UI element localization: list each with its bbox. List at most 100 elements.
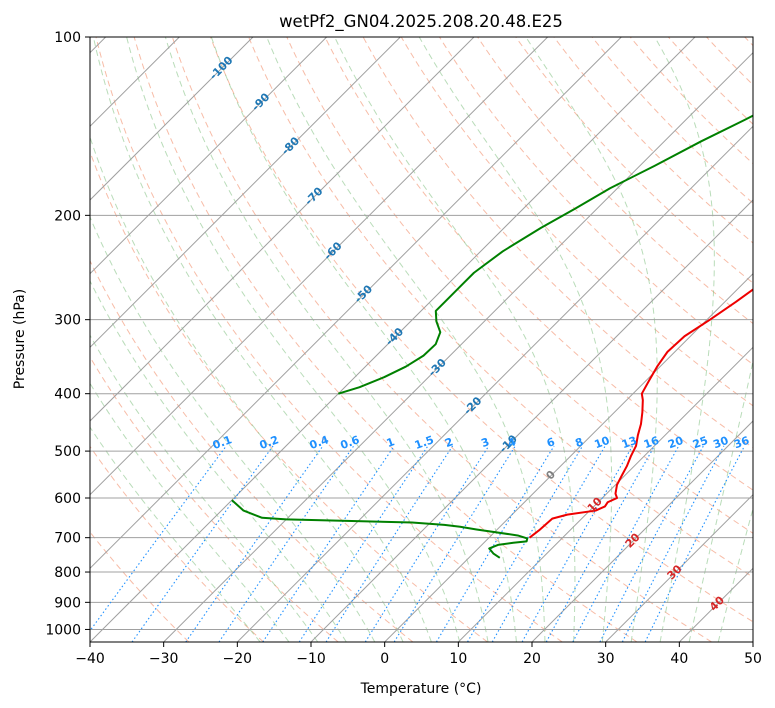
dry-adiabat <box>90 259 414 642</box>
moist-adiabat <box>90 215 376 642</box>
mixing-ratio-label: 10 <box>593 434 612 452</box>
dry-adiabat <box>629 37 753 165</box>
mixing-ratio-label: 30 <box>711 434 730 452</box>
mixing-ratio-line <box>393 445 516 642</box>
isotherm-line <box>90 37 696 642</box>
y-tick-label: 600 <box>54 491 81 507</box>
x-tick-label: −20 <box>223 651 253 667</box>
mixing-ratio-line <box>131 445 274 642</box>
mixing-ratio-line <box>644 445 746 642</box>
moist-adiabat <box>654 37 715 642</box>
moist-adiabat <box>90 426 261 642</box>
isotherm-line <box>531 420 753 642</box>
mixing-ratio-line <box>621 445 725 642</box>
dewpoint-profile-lower <box>231 499 529 559</box>
mixing-ratio-line <box>218 445 355 642</box>
mixing-ratio-line <box>298 445 429 642</box>
mixing-ratio-line <box>262 445 395 642</box>
dry-adiabat <box>95 37 563 642</box>
dry-adiabat <box>477 37 753 325</box>
dewpoint-profile-upper <box>338 114 753 395</box>
moist-adiabat <box>90 334 319 642</box>
mixing-ratio-label: 1 <box>385 435 397 450</box>
y-tick-label: 900 <box>54 595 81 611</box>
mixing-ratio-label: 36 <box>732 434 751 452</box>
mixing-ratio-label: 0.6 <box>339 433 362 452</box>
isotherm-line <box>90 37 475 422</box>
mixing-ratio-line <box>521 445 633 642</box>
isotherm-line <box>163 51 753 642</box>
x-tick-label: 50 <box>744 651 762 667</box>
y-tick-label: 500 <box>54 444 81 460</box>
y-tick-label: 1000 <box>45 622 81 638</box>
chart-title: wetPf2_GN04.2025.208.20.48.E25 <box>279 12 563 32</box>
isotherm-line <box>605 493 753 642</box>
isotherm-line <box>90 37 328 275</box>
mixing-ratio-label: 0.1 <box>211 433 234 452</box>
isotherm-line <box>90 37 622 570</box>
isotherm-line <box>310 199 753 642</box>
mixing-ratio-label: 16 <box>642 434 661 452</box>
dry-adiabat <box>400 37 753 407</box>
x-tick-label: 10 <box>449 651 467 667</box>
temperature-profile <box>528 288 753 539</box>
x-axis: −40 −30 −20 −10 0 10 20 30 40 50 <box>75 642 762 667</box>
mixing-ratio-line <box>435 445 555 642</box>
moist-adiabat <box>126 37 461 642</box>
y-tick-label: 100 <box>54 30 81 46</box>
y-tick-label: 400 <box>54 387 81 403</box>
moist-adiabat <box>334 37 576 642</box>
dry-adiabat <box>515 37 753 284</box>
mixing-ratio-label: 4 <box>506 435 518 450</box>
mixing-ratio-line <box>467 445 584 642</box>
x-tick-label: −40 <box>75 651 105 667</box>
moist-adiabat <box>717 506 753 642</box>
y-tick-label: 200 <box>54 208 81 224</box>
y-tick-label: 700 <box>54 531 81 547</box>
dry-adiabat <box>90 445 264 642</box>
isotherm-line <box>457 346 753 642</box>
moist-adiabat <box>266 37 546 642</box>
x-tick-label: 20 <box>523 651 541 667</box>
mixing-ratio-label: 25 <box>691 434 710 451</box>
moist-adiabat <box>164 37 489 642</box>
dry-adiabat <box>324 37 753 491</box>
moist-adiabat <box>525 37 658 642</box>
x-tick-label: −30 <box>149 651 179 667</box>
mixing-ratio-label: 3 <box>479 435 491 450</box>
y-tick-label: 300 <box>54 313 81 329</box>
isotherm-line <box>384 272 753 642</box>
isotherm-line <box>90 37 549 496</box>
isotherm-line <box>236 125 753 642</box>
mixing-ratio-line <box>185 445 324 642</box>
mixing-ratio-line <box>325 445 454 642</box>
x-axis-label: Temperature (°C) <box>360 681 482 697</box>
isotherm-line <box>90 37 401 349</box>
moist-adiabat <box>90 135 404 642</box>
moist-adiabat <box>210 37 517 642</box>
moist-adiabat <box>92 37 432 642</box>
dry-adiabat <box>133 37 638 642</box>
dry-adiabat <box>248 37 753 578</box>
dry-adiabat <box>171 37 712 642</box>
x-tick-label: 30 <box>597 651 615 667</box>
x-tick-label: −10 <box>296 651 326 667</box>
mixing-ratio-label: 2 <box>443 435 455 450</box>
y-axis: 100 200 300 400 500 600 700 800 900 1000 <box>45 30 90 638</box>
isotherm-line <box>90 37 254 201</box>
mixing-ratio-label: 0.2 <box>258 433 281 452</box>
dry-adiabat <box>210 37 753 623</box>
mixing-ratio-line <box>364 445 490 642</box>
plot-data <box>231 114 753 559</box>
mixing-ratio-line <box>545 445 656 642</box>
moist-adiabat <box>418 37 613 642</box>
mixing-ratio-label: 13 <box>620 434 639 451</box>
moist-adiabat <box>90 382 290 642</box>
mixing-ratio-label: 1.5 <box>413 433 436 452</box>
x-tick-label: 0 <box>380 651 389 667</box>
y-axis-label: Pressure (hPa) <box>12 289 28 389</box>
plot-frame <box>89 36 754 643</box>
mixing-ratio-label: 0.4 <box>308 433 331 452</box>
